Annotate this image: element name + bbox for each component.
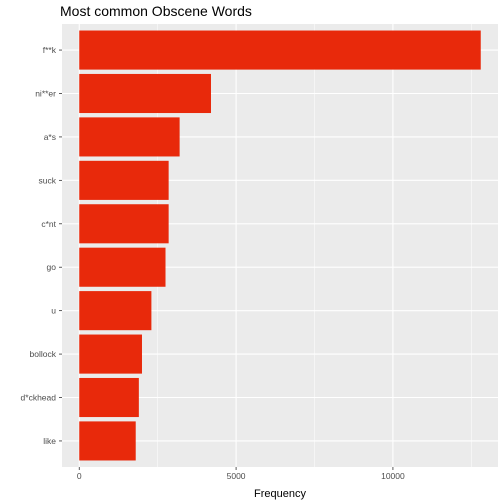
y-tick-label-2: a*s bbox=[44, 132, 56, 142]
bar-2 bbox=[79, 117, 180, 157]
x-tick-label-0: 0 bbox=[77, 471, 82, 481]
y-axis: f**k ni**er a*s suck c*nt go u bollock d*ckhead l… bbox=[21, 45, 62, 446]
x-axis-title: Frequency bbox=[254, 488, 306, 500]
bars bbox=[79, 30, 481, 461]
y-tick-label-5: go bbox=[47, 262, 57, 272]
bar-6 bbox=[79, 291, 152, 331]
y-tick-label-1: ni**er bbox=[35, 88, 56, 98]
y-tick-label-9: like bbox=[43, 436, 56, 446]
bar-0 bbox=[79, 30, 481, 70]
x-axis: 0 5000 10000 bbox=[77, 467, 405, 481]
y-tick-label-8: d*ckhead bbox=[21, 393, 57, 403]
bar-3 bbox=[79, 160, 169, 200]
bar-5 bbox=[79, 247, 166, 287]
x-tick-label-1: 5000 bbox=[227, 471, 246, 481]
bar-4 bbox=[79, 204, 169, 244]
bar-8 bbox=[79, 377, 139, 418]
y-tick-label-0: f**k bbox=[43, 45, 57, 55]
bar-9 bbox=[79, 421, 136, 461]
x-tick-label-2: 10000 bbox=[381, 471, 405, 481]
y-tick-label-3: suck bbox=[39, 175, 57, 185]
chart-title: Most common Obscene Words bbox=[60, 3, 252, 19]
y-tick-label-4: c*nt bbox=[41, 219, 56, 229]
bar-1 bbox=[79, 73, 211, 114]
bar-7 bbox=[79, 334, 142, 374]
y-tick-label-6: u bbox=[51, 306, 56, 316]
y-tick-label-7: bollock bbox=[30, 349, 57, 359]
